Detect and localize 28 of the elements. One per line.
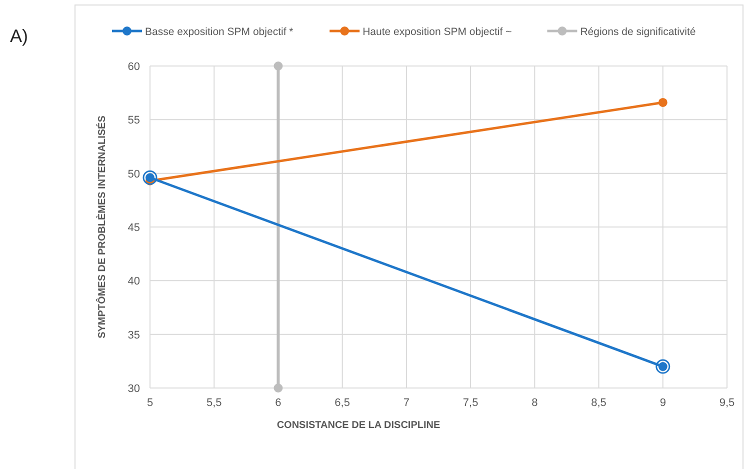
legend-label: Haute exposition SPM objectif ~ — [362, 26, 512, 38]
point — [274, 62, 283, 70]
y-tick-label: 35 — [128, 329, 140, 342]
y-axis-title: SYMPTÔMES DE PROBLÈMES INTERNALISÉS — [96, 115, 108, 338]
x-tick-label: 7 — [403, 397, 410, 409]
point — [142, 170, 158, 185]
text: A) — [10, 26, 28, 46]
y-tick-label: 45 — [128, 222, 140, 234]
x-tick-label: 9,5 — [719, 397, 735, 409]
y-tick-label: 40 — [128, 276, 140, 288]
x-tick-label: 8,5 — [591, 397, 606, 409]
x-tick-label: 9 — [660, 397, 666, 409]
x-tick-label: 5,5 — [206, 397, 222, 409]
x-tick-label: 6 — [275, 397, 282, 409]
x-tick-label: 8 — [532, 397, 538, 409]
y-tick-label: 30 — [128, 383, 140, 395]
x-tick-label: 7,5 — [462, 397, 478, 409]
point — [656, 359, 670, 374]
x-tick-label: 5 — [146, 397, 154, 409]
y-tick-label: 55 — [128, 114, 140, 127]
y-tick-label: 60 — [128, 61, 140, 73]
y-tick-label: 50 — [128, 168, 140, 180]
x-tick-label: 6,5 — [334, 397, 350, 409]
point — [658, 98, 668, 107]
point — [274, 384, 283, 392]
legend-label: Régions de significativité — [580, 26, 696, 38]
x-axis-title: CONSISTANCE DE LA DISCIPLINE — [276, 420, 440, 431]
legend-label: Basse exposition SPM objectif * — [145, 26, 294, 38]
